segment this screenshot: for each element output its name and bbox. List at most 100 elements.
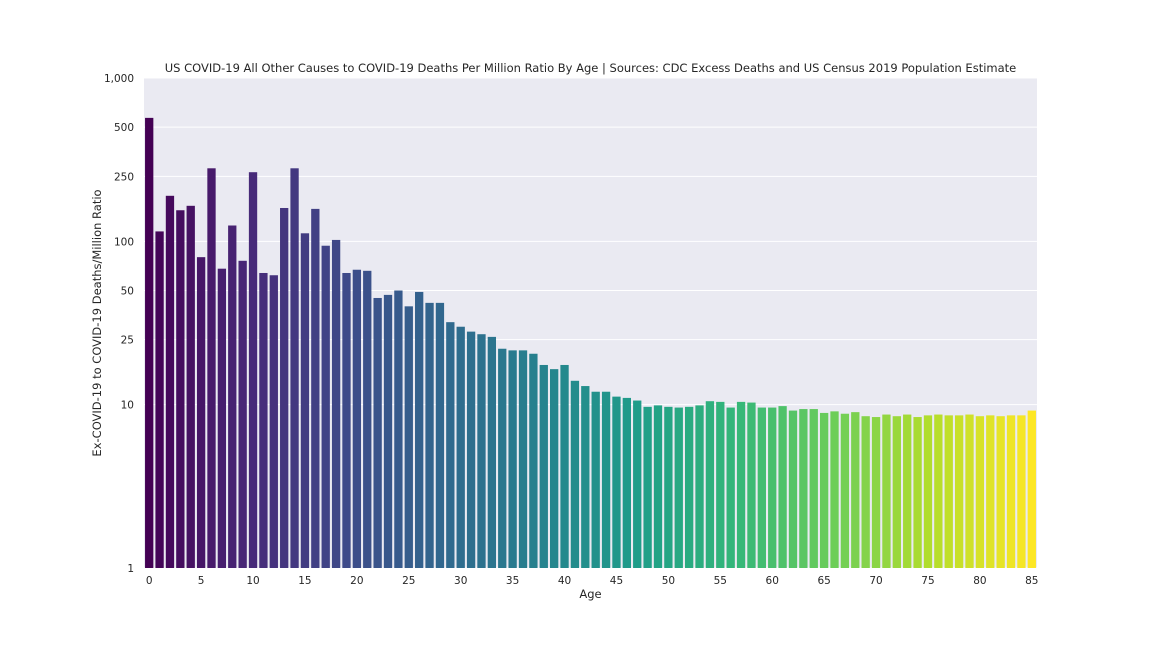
bar — [456, 326, 465, 568]
bar — [684, 406, 694, 568]
y-tick-label: 500 — [114, 122, 134, 134]
bar — [560, 364, 569, 568]
bar — [664, 406, 673, 568]
bar — [518, 350, 528, 568]
bar — [1017, 415, 1026, 568]
bar — [913, 417, 922, 568]
bar — [622, 397, 631, 568]
bar — [508, 350, 517, 568]
x-tick-label: 40 — [558, 575, 571, 587]
x-tick-label: 10 — [246, 575, 259, 587]
bar — [373, 297, 382, 568]
bar — [155, 231, 164, 568]
bar — [601, 391, 611, 568]
bar — [612, 396, 621, 568]
bar — [435, 302, 445, 568]
bar — [809, 409, 818, 568]
y-tick-label: 50 — [121, 286, 134, 298]
y-tick-label: 100 — [114, 236, 134, 248]
bar — [415, 291, 424, 568]
bar — [768, 407, 777, 568]
bar — [446, 322, 455, 568]
bar — [394, 290, 403, 568]
bar — [633, 400, 642, 568]
bar — [176, 210, 185, 568]
bar — [674, 407, 683, 568]
bar — [1006, 415, 1016, 568]
bar — [207, 168, 216, 568]
bar — [228, 225, 237, 568]
bar — [280, 207, 289, 569]
bar — [778, 406, 787, 568]
bar — [695, 405, 704, 568]
y-tick-label: 10 — [121, 400, 134, 412]
bar — [404, 306, 413, 568]
bar — [196, 257, 206, 568]
bar — [923, 415, 933, 568]
x-tick-label: 70 — [869, 575, 882, 587]
bar — [145, 117, 154, 568]
bar — [705, 401, 715, 568]
bar — [331, 239, 341, 568]
chart-title: US COVID-19 All Other Causes to COVID-19… — [165, 61, 1016, 75]
bar — [238, 260, 247, 568]
x-tick-label: 0 — [146, 575, 153, 587]
bar — [529, 353, 538, 568]
x-axis-label: Age — [579, 587, 601, 601]
bar — [477, 334, 486, 568]
bar — [996, 416, 1005, 568]
bar — [570, 380, 580, 568]
bar — [269, 275, 278, 568]
x-tick-label: 65 — [817, 575, 830, 587]
bar — [248, 172, 258, 568]
bar — [352, 269, 362, 568]
bar — [840, 413, 850, 568]
x-tick-label: 60 — [766, 575, 779, 587]
bar — [819, 412, 829, 568]
x-axis-ticks: 0 5 10 15 20 25 30 35 40 45 50 55 60 65 70 75 80 85 — [146, 575, 1039, 587]
bar — [975, 416, 985, 568]
x-tick-label: 80 — [973, 575, 986, 587]
bar — [986, 415, 995, 568]
y-axis-label: Ex-COVID-19 to COVID-19 Deaths/Million R… — [90, 189, 104, 456]
bar — [830, 411, 839, 568]
bar — [498, 348, 507, 568]
bar — [300, 233, 310, 569]
bar — [892, 416, 901, 568]
bar — [954, 415, 964, 568]
y-axis-ticks: 1 10 25 50 100 250 500 1,000 — [104, 73, 134, 575]
x-tick-label: 15 — [298, 575, 311, 587]
bar — [861, 416, 870, 568]
x-tick-label: 45 — [610, 575, 623, 587]
bar — [186, 205, 195, 568]
bar — [903, 414, 912, 568]
x-tick-label: 85 — [1025, 575, 1038, 587]
bar — [871, 417, 881, 568]
bar — [799, 409, 808, 568]
bar — [1027, 410, 1036, 568]
bar — [788, 410, 798, 568]
bar — [290, 168, 299, 568]
y-tick-label: 25 — [121, 335, 134, 347]
bar — [581, 386, 590, 568]
bar — [726, 407, 735, 568]
x-tick-label: 55 — [714, 575, 727, 587]
bar — [653, 405, 663, 568]
bar — [965, 414, 974, 568]
x-tick-label: 25 — [402, 575, 415, 587]
bar — [736, 401, 746, 568]
x-tick-label: 50 — [662, 575, 675, 587]
bar — [466, 331, 476, 568]
x-tick-label: 20 — [350, 575, 363, 587]
bar — [342, 272, 351, 568]
bar — [757, 407, 766, 568]
bar — [383, 294, 393, 568]
x-tick-label: 30 — [454, 575, 467, 587]
bar — [716, 401, 725, 568]
bar — [539, 364, 548, 568]
bars — [145, 117, 1036, 569]
bar — [882, 414, 891, 568]
bar — [591, 391, 600, 568]
bar — [643, 406, 652, 568]
